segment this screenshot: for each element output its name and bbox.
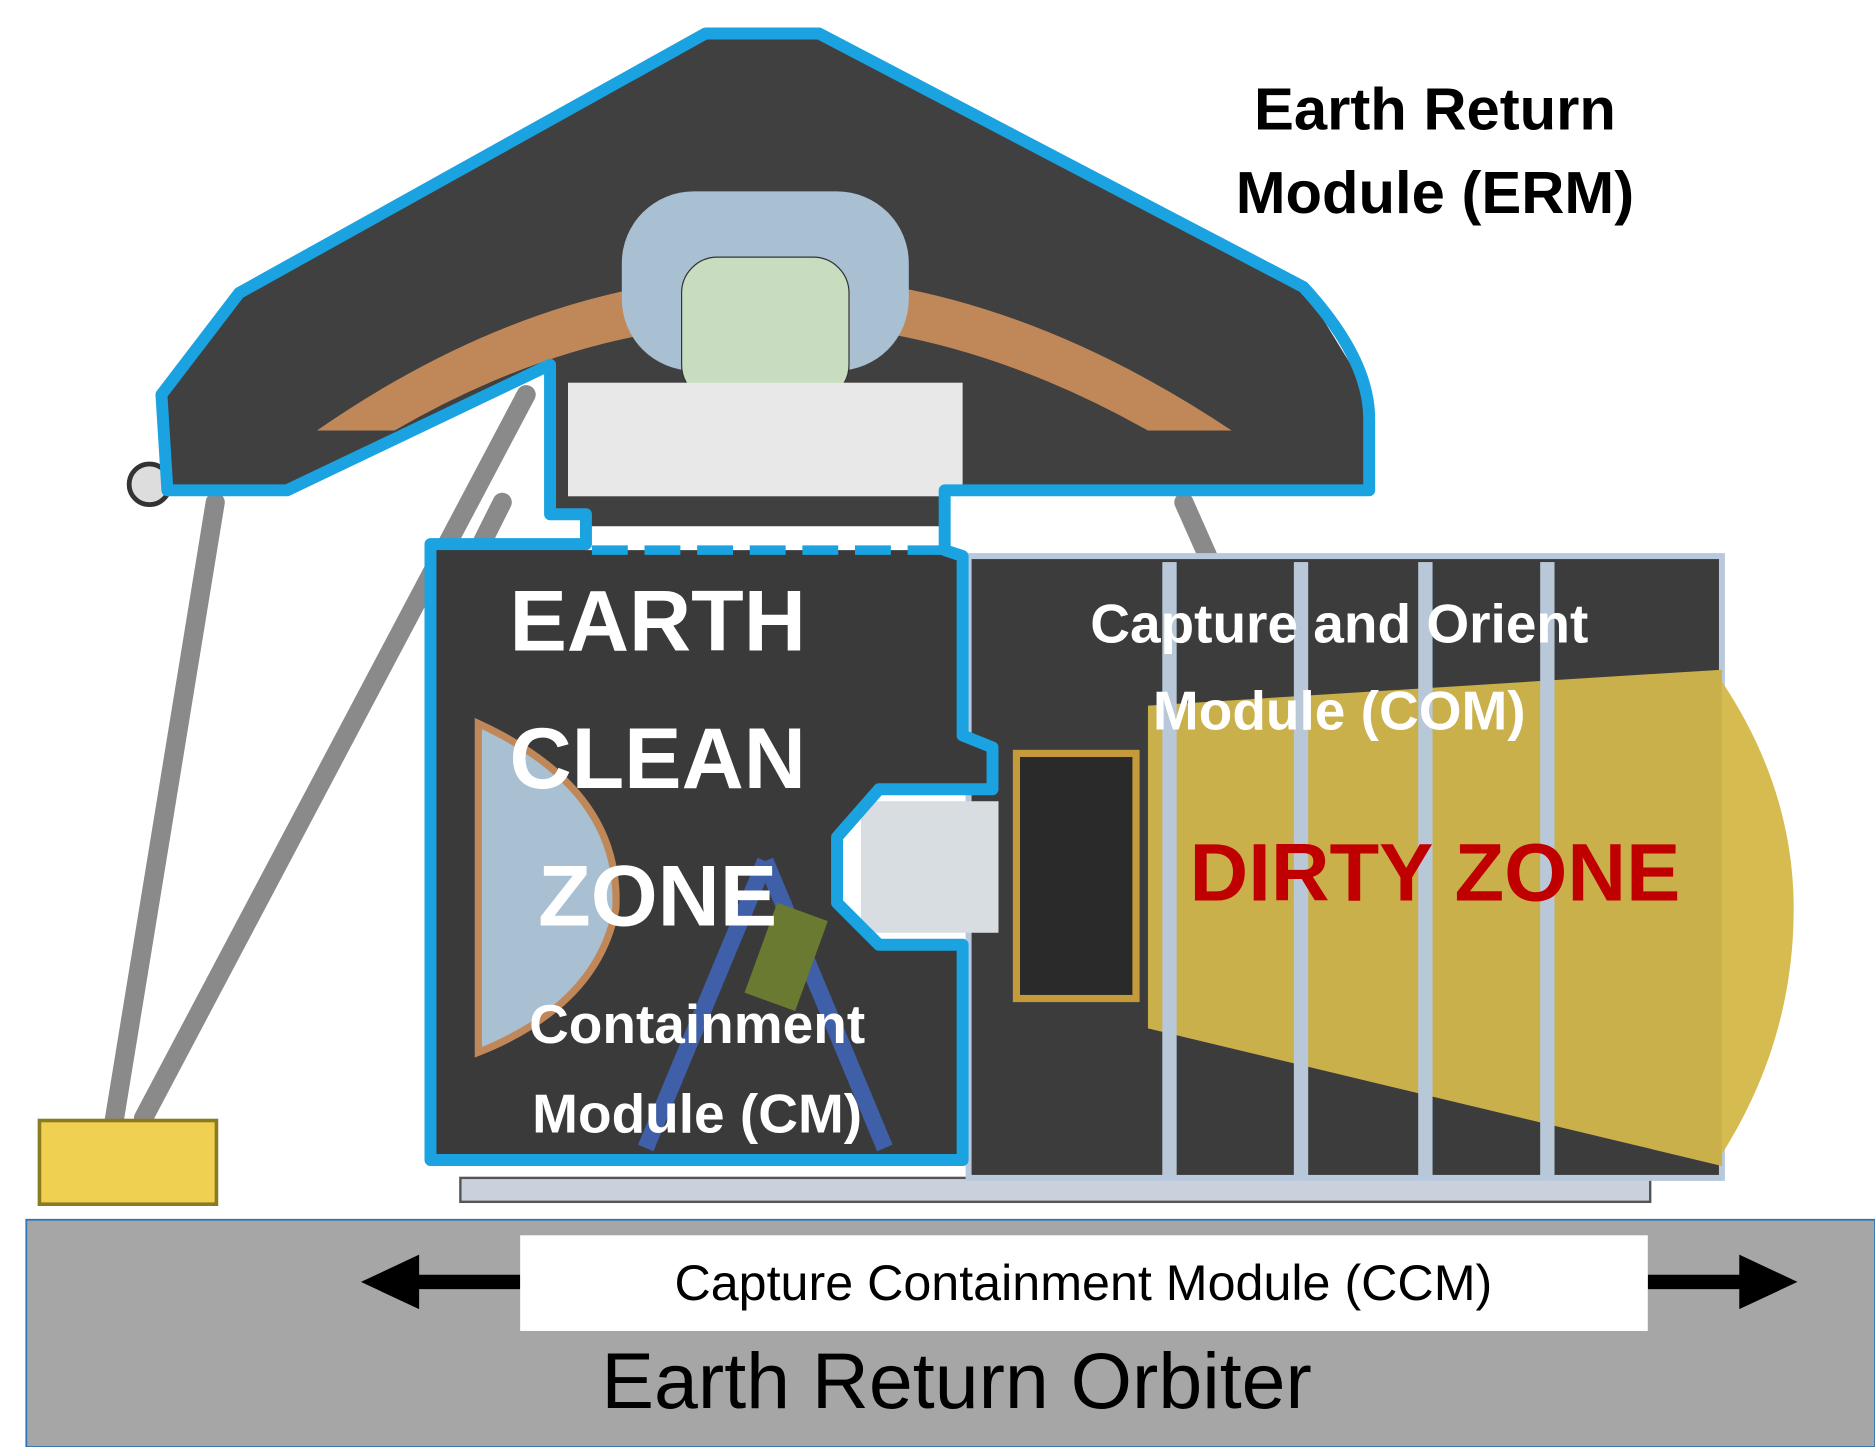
tunnel [861, 801, 999, 933]
erm-label: Module (ERM) [1236, 159, 1634, 226]
page: Earth Return Module (ERM) EARTH CLEAN ZO… [0, 0, 1875, 1447]
erm-canister [682, 257, 849, 400]
cylinder-end [1722, 682, 1794, 1154]
erm-label: Earth Return [1254, 75, 1616, 142]
clean-zone-label: CLEAN [509, 711, 805, 807]
mechanism [1016, 753, 1136, 998]
cm-label: Module (CM) [532, 1083, 862, 1145]
base-rail [460, 1178, 1650, 1202]
clean-zone-label: EARTH [509, 574, 805, 670]
yellow-box [39, 1121, 216, 1205]
com-label: Module (COM) [1153, 680, 1526, 742]
orbiter-label: Earth Return Orbiter [601, 1337, 1311, 1425]
dirty-zone-label: DIRTY ZONE [1190, 827, 1681, 918]
cm-label: Containment [529, 993, 865, 1055]
diagram: Earth Return Module (ERM) EARTH CLEAN ZO… [0, 0, 1875, 1447]
ccm-label: Capture Containment Module (CCM) [674, 1255, 1492, 1311]
com-label: Capture and Orient [1090, 592, 1588, 654]
clean-zone-label: ZONE [538, 849, 777, 945]
erm-support [568, 383, 963, 497]
